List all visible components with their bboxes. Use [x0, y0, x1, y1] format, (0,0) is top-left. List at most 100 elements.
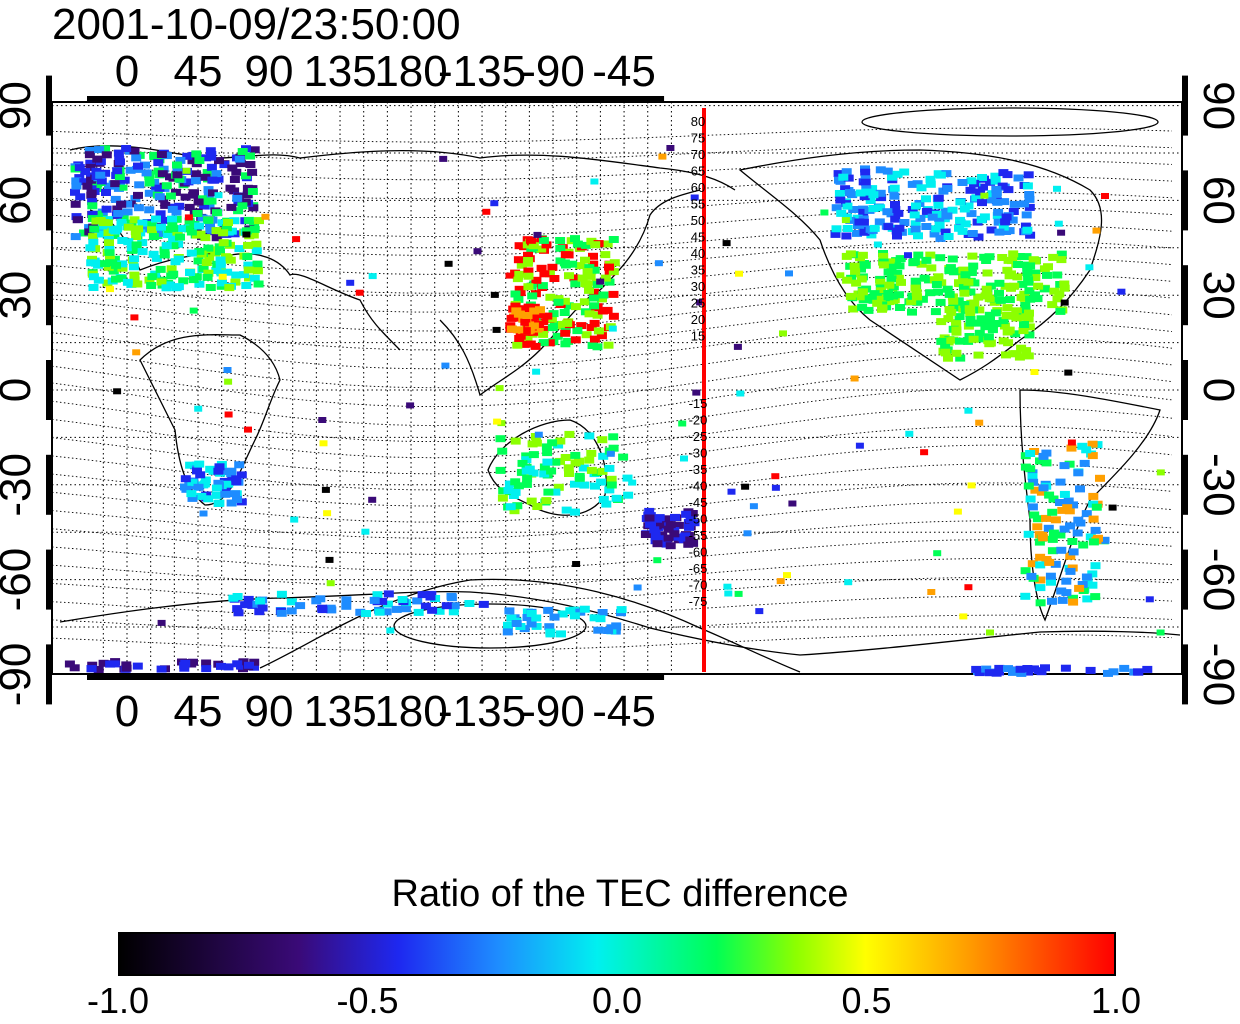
tec-patch — [417, 591, 428, 599]
tec-patch — [1060, 664, 1071, 672]
tec-patch — [156, 665, 167, 673]
tec-patch — [911, 289, 922, 297]
meridian-label: 40 — [691, 246, 705, 261]
tec-patch — [585, 272, 596, 280]
tec-patch — [856, 294, 865, 301]
tec-patch — [186, 249, 197, 257]
tec-patch — [1035, 584, 1046, 592]
tec-patch — [971, 194, 982, 202]
contour-line — [51, 520, 1173, 555]
bottom-tick-label: 135 — [303, 687, 376, 736]
tec-patch — [377, 597, 388, 605]
tec-patch — [576, 322, 587, 330]
tec-patch — [131, 233, 142, 241]
bottom-tick-mark — [229, 674, 310, 680]
tec-patch — [193, 257, 204, 265]
tec-patch — [243, 266, 254, 274]
meridian-label: 35 — [691, 263, 705, 278]
tec-patch — [214, 157, 224, 165]
tec-patch — [570, 303, 581, 311]
tec-patch — [1062, 504, 1073, 512]
tec-patch — [974, 306, 985, 314]
tec-patch — [178, 277, 189, 285]
tec-patch — [981, 285, 992, 293]
tec-patch — [546, 467, 557, 475]
tec-patch — [831, 225, 842, 233]
tec-patch — [544, 623, 555, 631]
tec-patch — [651, 522, 662, 530]
tec-patch — [188, 191, 199, 199]
meridian-label: -60 — [689, 545, 708, 560]
tec-patch — [967, 482, 976, 489]
tec-patch — [248, 204, 259, 212]
tec-patch — [743, 530, 752, 537]
meridian-label: -15 — [689, 396, 708, 411]
tec-patch — [1079, 459, 1090, 467]
tec-patch — [884, 281, 895, 289]
meridian-label: 20 — [691, 312, 705, 327]
tec-patch — [1035, 599, 1046, 607]
tec-patch — [534, 431, 543, 438]
tec-patch — [1063, 497, 1074, 505]
tec-patch — [917, 295, 928, 303]
tec-patch — [1033, 667, 1044, 675]
tec-patch — [80, 168, 91, 176]
tec-patch — [1044, 558, 1055, 566]
tec-patch — [1008, 250, 1019, 258]
tec-patch — [1002, 266, 1013, 274]
tec-patch — [1014, 353, 1025, 361]
tec-patch — [319, 440, 328, 447]
tec-patch — [204, 202, 215, 210]
tec-patch — [168, 242, 179, 250]
tec-patch — [242, 191, 253, 199]
tec-patch — [999, 198, 1010, 206]
tec-patch — [223, 219, 233, 226]
tec-patch — [224, 411, 233, 418]
tec-patch — [559, 297, 570, 305]
tec-patch — [886, 275, 897, 283]
tec-patch — [1027, 560, 1038, 568]
tec-patch — [1035, 576, 1046, 584]
tec-patch — [495, 466, 506, 474]
tec-patch — [505, 503, 516, 511]
tec-patch — [608, 236, 619, 243]
tec-patch — [175, 156, 186, 164]
tec-patch — [95, 171, 106, 179]
tec-patch — [526, 497, 537, 505]
tec-patch — [954, 279, 964, 287]
tec-patch — [982, 292, 993, 300]
tec-patch — [896, 228, 907, 236]
tec-patch — [513, 482, 524, 490]
tec-patch — [842, 225, 853, 232]
tec-patch — [831, 204, 842, 212]
tec-patch — [646, 519, 656, 527]
tec-patch — [117, 237, 128, 244]
contour-line — [51, 576, 1173, 604]
bottom-tick-mark — [300, 674, 381, 680]
tec-patch — [482, 208, 491, 215]
tec-patch — [249, 221, 260, 229]
contour-line — [51, 191, 1173, 219]
tec-patch — [538, 330, 549, 338]
tec-patch — [550, 458, 561, 466]
tec-patch — [1099, 536, 1110, 544]
tec-patch — [1025, 465, 1036, 473]
tec-patch — [510, 290, 521, 298]
tec-patch — [129, 271, 140, 279]
tec-patch — [550, 488, 561, 496]
tec-patch — [199, 510, 208, 517]
top-tick-mark — [584, 96, 665, 102]
tec-patch — [130, 314, 139, 321]
tec-patch — [598, 291, 609, 299]
tec-patch — [523, 303, 534, 311]
contour-line — [51, 558, 1173, 587]
tec-patch — [434, 607, 445, 615]
right-tick-label: -60 — [1194, 548, 1240, 612]
tec-patch — [148, 233, 159, 240]
top-tick-label: 135 — [303, 47, 376, 96]
tec-patch — [146, 282, 157, 289]
tec-patch — [514, 270, 525, 278]
tec-patch — [569, 274, 580, 282]
tec-patch — [860, 178, 871, 186]
